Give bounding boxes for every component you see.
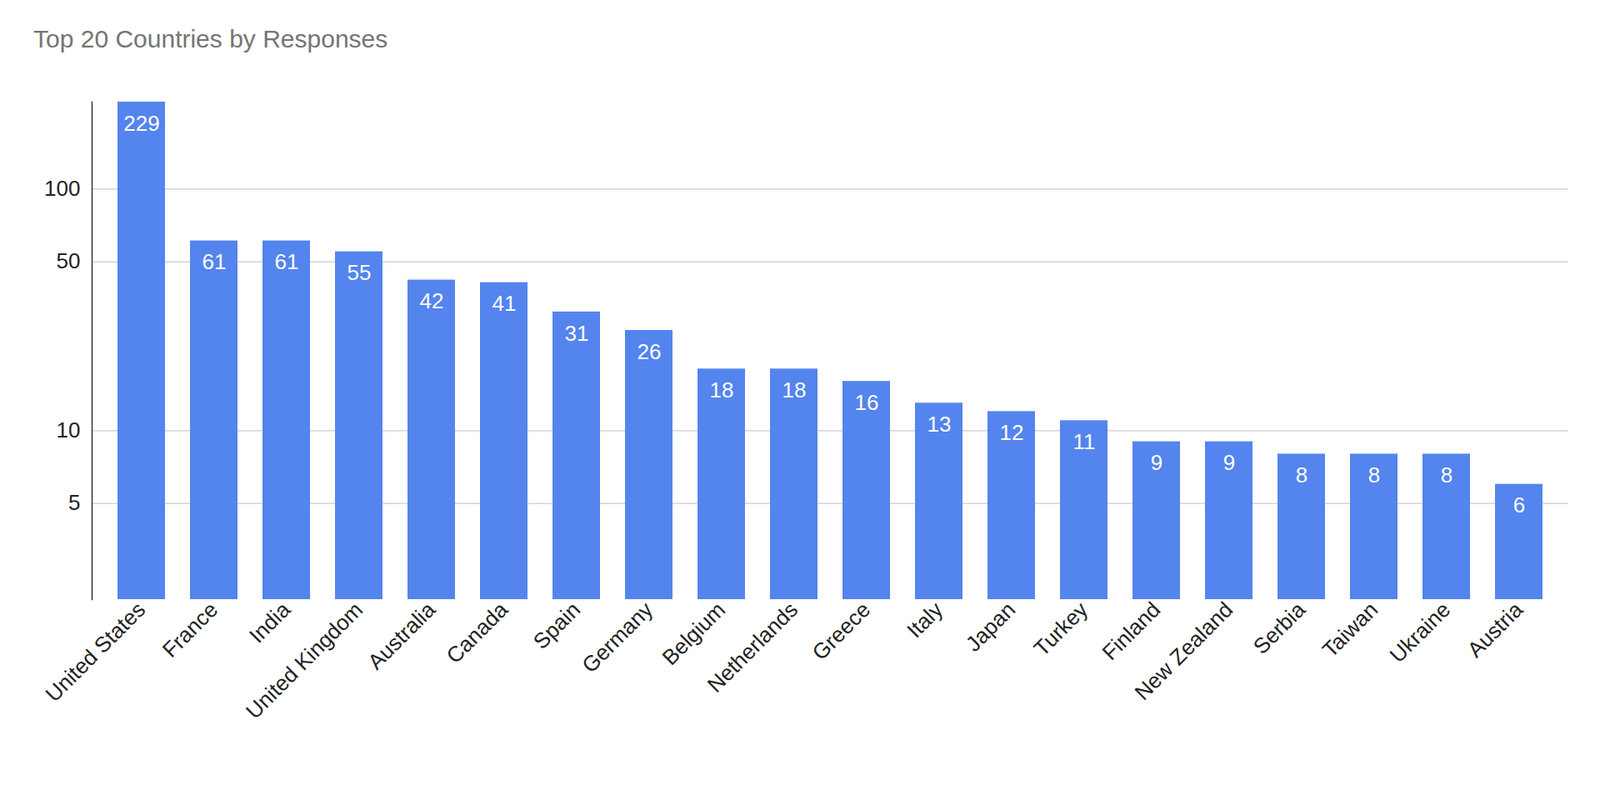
svg-text:100: 100 xyxy=(44,175,80,201)
svg-text:61: 61 xyxy=(275,249,300,275)
svg-text:9: 9 xyxy=(1150,450,1163,475)
svg-text:United States: United States xyxy=(40,596,151,707)
svg-text:42: 42 xyxy=(420,288,445,314)
svg-text:Spain: Spain xyxy=(528,596,585,654)
html-text:Top 20 Countries by Responses: Top 20 Countries by Responses xyxy=(33,25,388,53)
svg-text:Serbia: Serbia xyxy=(1248,596,1311,660)
svg-text:41: 41 xyxy=(492,290,517,316)
svg-text:6: 6 xyxy=(1513,492,1525,518)
svg-text:Austria: Austria xyxy=(1462,596,1529,663)
svg-text:Italy: Italy xyxy=(901,596,948,643)
svg-text:5: 5 xyxy=(68,490,80,515)
svg-text:Belgium: Belgium xyxy=(656,596,730,670)
svg-text:13: 13 xyxy=(927,411,952,437)
svg-text:Finland: Finland xyxy=(1097,596,1166,665)
svg-text:France: France xyxy=(157,596,223,662)
svg-text:8: 8 xyxy=(1440,462,1453,488)
svg-text:18: 18 xyxy=(710,377,735,403)
svg-text:India: India xyxy=(244,596,295,648)
svg-text:11: 11 xyxy=(1073,429,1096,455)
svg-text:Netherlands: Netherlands xyxy=(702,596,803,697)
svg-text:8: 8 xyxy=(1368,462,1380,488)
svg-text:Turkey: Turkey xyxy=(1028,596,1093,661)
svg-text:16: 16 xyxy=(855,390,880,415)
svg-text:10: 10 xyxy=(56,417,81,443)
svg-text:United Kingdom: United Kingdom xyxy=(240,596,368,724)
svg-text:Germany: Germany xyxy=(576,596,658,678)
svg-text:Ukraine: Ukraine xyxy=(1385,596,1456,668)
svg-text:8: 8 xyxy=(1295,462,1308,488)
svg-text:Taiwan: Taiwan xyxy=(1317,596,1383,662)
svg-text:Australia: Australia xyxy=(362,596,440,675)
svg-text:Greece: Greece xyxy=(807,596,876,665)
svg-text:50: 50 xyxy=(56,248,81,274)
svg-text:12: 12 xyxy=(1000,420,1025,445)
svg-text:61: 61 xyxy=(202,249,227,275)
svg-text:31: 31 xyxy=(565,320,590,346)
svg-text:Japan: Japan xyxy=(960,596,1020,656)
svg-text:55: 55 xyxy=(347,260,372,285)
svg-text:229: 229 xyxy=(123,110,160,136)
svg-text:New Zealand: New Zealand xyxy=(1130,596,1239,705)
svg-text:Canada: Canada xyxy=(441,596,514,669)
svg-text:18: 18 xyxy=(782,377,807,403)
svg-text:9: 9 xyxy=(1223,450,1235,475)
svg-text:26: 26 xyxy=(637,339,662,365)
